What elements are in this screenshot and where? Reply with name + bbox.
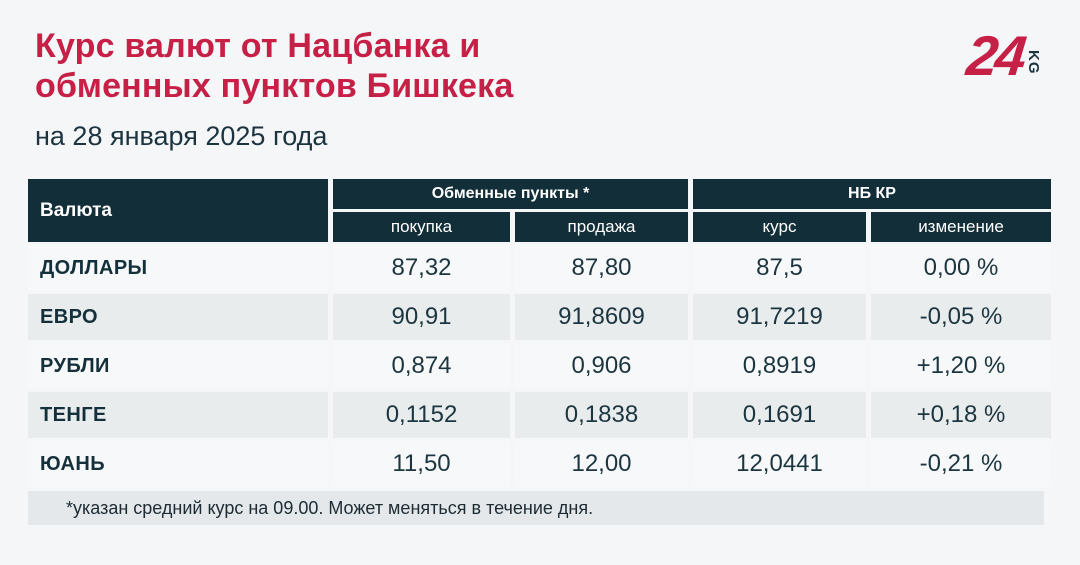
header-group-nbkr: НБ КР — [693, 179, 1051, 209]
row-rubles-sell: 0,906 — [515, 343, 688, 389]
logo-24-mark: 24 — [963, 24, 1027, 87]
footnote-text: *указан средний курс на 09.00. Может мен… — [66, 497, 594, 518]
row-dollars-change: 0,00 % — [871, 245, 1051, 291]
row-tenge-change: +0,18 % — [871, 392, 1051, 438]
row-dollars-currency: ДОЛЛАРЫ — [28, 245, 328, 291]
row-dollars-buy: 87,32 — [333, 245, 510, 291]
header: Курс валют от Нацбанка и обменных пункто… — [0, 0, 1080, 152]
row-euro-currency: ЕВРО — [28, 294, 328, 340]
row-dollars-sell: 87,80 — [515, 245, 688, 291]
currency-table: Валюта Обменные пункты * НБ КР покупка п… — [28, 179, 1052, 487]
row-euro-sell: 91,8609 — [515, 294, 688, 340]
row-euro-change: -0,05 % — [871, 294, 1051, 340]
row-yuan-change: -0,21 % — [871, 441, 1051, 487]
header-change: изменение — [871, 212, 1051, 242]
logo-kg-label: KG — [1025, 50, 1042, 75]
row-euro-rate: 91,7219 — [693, 294, 866, 340]
row-yuan-rate: 12,0441 — [693, 441, 866, 487]
header-sell: продажа — [515, 212, 688, 242]
header-currency: Валюта — [28, 179, 328, 242]
page-title-line2: обменных пунктов Бишкека — [35, 67, 514, 105]
row-rubles-rate: 0,8919 — [693, 343, 866, 389]
row-dollars-rate: 87,5 — [693, 245, 866, 291]
row-rubles-change: +1,20 % — [871, 343, 1051, 389]
header-rate: курс — [693, 212, 866, 242]
header-buy: покупка — [333, 212, 510, 242]
row-yuan-buy: 11,50 — [333, 441, 510, 487]
date-subtitle: на 28 января 2025 года — [35, 121, 328, 151]
page-title: Курс валют от Нацбанка и обменных пункто… — [35, 26, 1052, 106]
row-yuan-sell: 12,00 — [515, 441, 688, 487]
row-tenge-buy: 0,1152 — [333, 392, 510, 438]
footnote-strip: *указан средний курс на 09.00. Может мен… — [28, 491, 1044, 525]
row-rubles-buy: 0,874 — [333, 343, 510, 389]
row-tenge-sell: 0,1838 — [515, 392, 688, 438]
row-tenge-currency: ТЕНГЕ — [28, 392, 328, 438]
page-title-line1: Курс валют от Нацбанка и — [35, 27, 481, 65]
logo-24kg: 24 KG — [963, 24, 1042, 87]
row-euro-buy: 90,91 — [333, 294, 510, 340]
header-group-exchange-offices: Обменные пункты * — [333, 179, 688, 209]
row-rubles-currency: РУБЛИ — [28, 343, 328, 389]
row-yuan-currency: ЮАНЬ — [28, 441, 328, 487]
row-tenge-rate: 0,1691 — [693, 392, 866, 438]
